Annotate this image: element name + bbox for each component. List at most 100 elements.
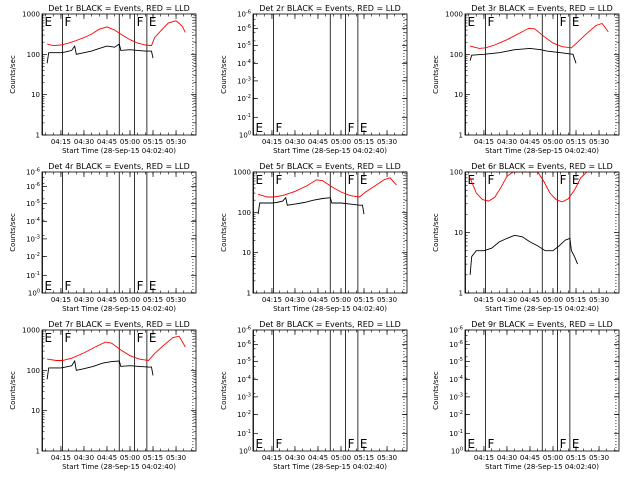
- y-tick-label: 10-6: [237, 24, 251, 33]
- y-axis-label: Counts/sec: [432, 213, 440, 252]
- x-tick-label: 05:00: [331, 138, 351, 146]
- plot-frame: [464, 329, 620, 452]
- y-tick-label: 10-6: [26, 168, 40, 177]
- y-axis-label: Counts/sec: [432, 55, 440, 94]
- y-tick-label: 1: [247, 290, 251, 298]
- x-tick-label: 05:30: [589, 296, 609, 304]
- event-marker-label: F: [487, 15, 494, 29]
- event-marker-label: E: [45, 331, 53, 345]
- y-tick-label: 100: [238, 209, 251, 217]
- event-marker-label: F: [275, 437, 282, 451]
- y-tick-label: 10-1: [449, 429, 463, 438]
- y-axis-label: Counts/sec: [9, 213, 17, 252]
- event-marker-label: F: [348, 437, 355, 451]
- panel-det-9: Det 9r BLACK = Events, RED = LLD Counts/s…: [432, 320, 620, 471]
- y-tick-label: 10-2: [449, 410, 463, 419]
- y-tick-label: 10-5: [237, 357, 251, 366]
- y-tick-label: 10-2: [237, 94, 251, 103]
- y-tick-label: 10-4: [237, 375, 251, 384]
- x-tick-label: 05:30: [589, 138, 609, 146]
- y-tick-label: 10-6: [237, 340, 251, 349]
- y-tick-label: 10-3: [237, 76, 251, 85]
- panel-title: Det 5r BLACK = Events, RED = LLD: [259, 162, 401, 171]
- plot-frame: [252, 13, 408, 136]
- x-tick-label: 05:15: [566, 454, 586, 462]
- y-tick-label: 100: [28, 289, 40, 298]
- x-tick-label: 04:45: [308, 138, 328, 146]
- x-tick-label: 05:30: [166, 296, 186, 304]
- panel-title: Det 2r BLACK = Events, RED = LLD: [259, 4, 401, 13]
- y-tick-label: 10: [454, 91, 463, 99]
- series-events-line: [46, 359, 154, 380]
- series-events-line: [257, 196, 365, 215]
- plot-frame: [41, 329, 197, 452]
- y-axis-label: Counts/sec: [220, 371, 228, 410]
- event-marker-label: F: [137, 15, 144, 29]
- y-axis-label: Counts/sec: [220, 213, 228, 252]
- x-axis-label: Start Time (28-Sep-15 04:02:40): [485, 147, 599, 155]
- x-tick-label: 04:30: [285, 296, 305, 304]
- x-tick-label: 05:00: [120, 138, 140, 146]
- event-marker-label: E: [256, 437, 264, 451]
- y-tick-label: 10-4: [237, 59, 251, 68]
- event-marker-label: F: [560, 437, 567, 451]
- y-tick-label: 100: [239, 447, 251, 456]
- x-tick-label: 05:15: [354, 138, 374, 146]
- x-tick-label: 05:00: [120, 454, 140, 462]
- panel-det-6: Det 6r BLACK = Events, RED = LLD Counts/s…: [432, 162, 620, 313]
- y-tick-label: 1: [36, 448, 40, 456]
- series-lld-line: [47, 335, 186, 361]
- x-tick-label: 04:30: [74, 138, 94, 146]
- y-tick-label: 10: [454, 229, 463, 237]
- x-tick-label: 05:30: [166, 138, 186, 146]
- x-tick-label: 05:15: [566, 138, 586, 146]
- x-axis-label: Start Time (28-Sep-15 04:02:40): [485, 463, 599, 471]
- y-tick-label: 100: [451, 447, 463, 456]
- event-marker-label: E: [468, 15, 476, 29]
- y-tick-label: 10-3: [449, 392, 463, 401]
- x-tick-label: 04:15: [51, 454, 71, 462]
- y-tick-label: 10-5: [237, 41, 251, 50]
- x-tick-label: 04:45: [520, 138, 540, 146]
- event-marker-label: F: [275, 121, 282, 135]
- x-tick-label: 04:15: [51, 138, 71, 146]
- y-tick-label: 10: [31, 407, 40, 415]
- y-tick-label: 10-1: [237, 429, 251, 438]
- y-tick-label: 10-6: [237, 10, 251, 19]
- x-axis-label: Start Time (28-Sep-15 04:02:40): [62, 147, 176, 155]
- plot-frame: [41, 171, 197, 294]
- x-tick-label: 04:15: [474, 138, 494, 146]
- panel-det-4: Det 4r BLACK = Events, RED = LLD Counts/s…: [9, 162, 197, 313]
- series-lld-line: [469, 172, 592, 203]
- x-tick-label: 05:00: [543, 454, 563, 462]
- event-marker-label: E: [45, 15, 53, 29]
- panel-title: Det 3r BLACK = Events, RED = LLD: [471, 4, 613, 13]
- y-axis-label: Counts/sec: [220, 55, 228, 94]
- y-tick-label: 1000: [445, 11, 463, 19]
- event-marker-label: E: [256, 121, 264, 135]
- y-axis-label: Counts/sec: [9, 371, 17, 410]
- x-tick-label: 04:30: [74, 454, 94, 462]
- panel-title: Det 1r BLACK = Events, RED = LLD: [48, 4, 190, 13]
- x-tick-label: 05:30: [589, 454, 609, 462]
- x-tick-label: 04:45: [97, 138, 117, 146]
- x-tick-label: 05:00: [120, 296, 140, 304]
- x-tick-label: 04:30: [285, 138, 305, 146]
- x-tick-label: 05:15: [143, 296, 163, 304]
- x-tick-label: 05:00: [331, 296, 351, 304]
- x-axis-label: Start Time (28-Sep-15 04:02:40): [273, 305, 387, 313]
- y-tick-label: 10-5: [26, 199, 40, 208]
- x-tick-label: 04:45: [520, 296, 540, 304]
- series-events-line: [46, 43, 154, 64]
- event-marker-label: F: [64, 15, 71, 29]
- panel-title: Det 6r BLACK = Events, RED = LLD: [471, 162, 613, 171]
- panel-title: Det 7r BLACK = Events, RED = LLD: [48, 320, 190, 329]
- event-marker-label: E: [572, 437, 580, 451]
- panel-det-2: Det 2r BLACK = Events, RED = LLD Counts/s…: [220, 4, 408, 155]
- y-tick-label: 10-6: [237, 326, 251, 335]
- x-tick-label: 05:00: [543, 296, 563, 304]
- event-marker-label: F: [348, 121, 355, 135]
- event-marker-label: F: [64, 279, 71, 293]
- x-tick-label: 04:30: [497, 454, 517, 462]
- plot-frame: [41, 13, 197, 136]
